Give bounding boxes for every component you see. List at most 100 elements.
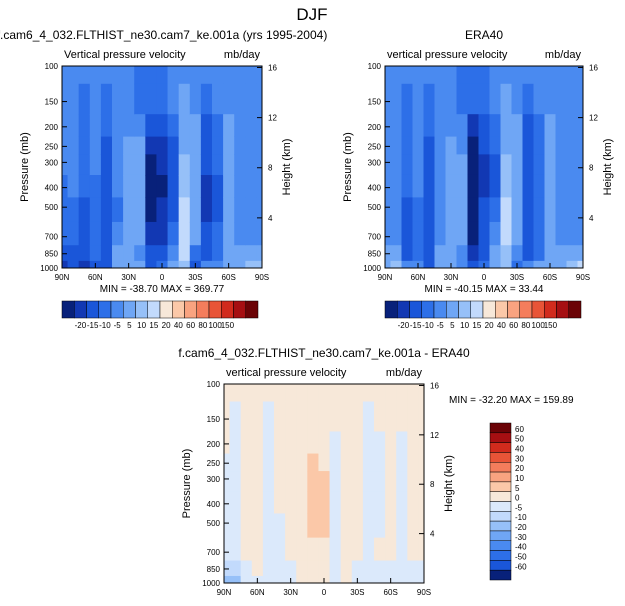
obs-cell — [401, 83, 413, 115]
diff-cell — [318, 431, 331, 455]
obs-cell — [555, 66, 567, 85]
model-cell — [256, 260, 263, 269]
diff-cell — [329, 575, 342, 584]
obs-cell — [489, 66, 501, 85]
diff-cell — [418, 560, 425, 577]
obs-cell — [385, 83, 391, 115]
obs-cell — [577, 221, 584, 246]
diff-cell — [296, 575, 308, 584]
obs-title: ERA40 — [465, 28, 503, 42]
obs-cell — [385, 136, 391, 155]
diff-cell — [374, 513, 386, 539]
diff-cell — [396, 431, 408, 455]
diff-cell — [385, 401, 397, 432]
diff-cell — [362, 537, 375, 562]
diff-cell — [329, 453, 342, 472]
obs-cell — [555, 174, 567, 198]
model-cell — [62, 197, 69, 223]
model-colorbar-box — [208, 300, 222, 319]
obs-cell — [544, 245, 556, 262]
diff-title: f.cam6_4_032.FLTHIST_ne30.cam7_ke.001a -… — [178, 346, 470, 360]
obs-cell — [467, 66, 479, 85]
diff-colorbar-label: 0 — [515, 494, 520, 503]
obs-cell — [390, 197, 402, 223]
obs-cell — [500, 114, 512, 138]
obs-colorbar-box — [421, 300, 435, 319]
diff-cell — [340, 560, 353, 577]
diff-cell — [274, 384, 286, 403]
diff-cell — [407, 401, 419, 432]
model-ylabel: Pressure (mb) — [19, 132, 31, 202]
diff-cell — [251, 471, 264, 492]
obs-cell — [566, 66, 578, 85]
diff-cell — [374, 453, 386, 472]
diff-cell — [329, 431, 342, 455]
model-cell — [156, 245, 169, 262]
model-ytick-label: 150 — [45, 98, 59, 107]
diff-cell — [385, 384, 397, 403]
obs-cell — [390, 114, 402, 138]
obs-colorbar-box — [495, 300, 508, 319]
diff-colorbar-box — [489, 540, 512, 551]
diff-cell — [418, 453, 425, 472]
model-colorbar-box — [184, 300, 197, 319]
model-cell — [112, 197, 124, 223]
diff-colorbar-box — [489, 471, 512, 483]
model-ytick-label: 300 — [45, 158, 59, 167]
diff-cell — [329, 537, 342, 562]
diff-cell — [374, 537, 386, 562]
diff-xtick-label: 60N — [250, 588, 265, 597]
obs-cell — [385, 197, 391, 223]
obs-cell — [489, 136, 501, 155]
obs-colorbar-label: -15 — [410, 321, 422, 330]
model-cell — [67, 136, 80, 155]
obs-cell — [467, 154, 479, 176]
diff-cell — [229, 471, 242, 492]
obs-ytick-label: 700 — [368, 233, 382, 242]
model-cell — [89, 136, 102, 155]
obs-cell — [511, 174, 523, 198]
model-cell — [178, 174, 191, 198]
obs-cell — [423, 260, 435, 269]
obs-cell — [500, 66, 512, 85]
obs-cell — [500, 83, 512, 115]
obs-htick-label: 4 — [589, 214, 594, 223]
diff-cell — [240, 575, 253, 584]
diff-cell — [318, 491, 331, 514]
obs-cell — [533, 221, 545, 246]
diff-cell — [329, 471, 342, 492]
diff-cell — [262, 491, 275, 514]
obs-cell — [511, 221, 523, 246]
diff-cell — [224, 431, 231, 455]
model-stats: MIN = -38.70 MAX = 369.77 — [100, 284, 225, 295]
obs-cell — [412, 136, 424, 155]
model-htick-label: 12 — [268, 114, 277, 123]
model-cell — [178, 260, 191, 269]
obs-colorbar-box — [482, 300, 496, 319]
model-cell — [67, 66, 80, 85]
obs-cell — [467, 197, 479, 223]
model-cell — [245, 83, 257, 115]
obs-cell — [544, 174, 556, 198]
obs-ytick-label: 1000 — [363, 264, 381, 273]
diff-cell — [229, 401, 242, 432]
model-colorbar-box — [159, 300, 173, 319]
obs-cell — [566, 245, 578, 262]
diff-cell — [224, 537, 231, 562]
obs-colorbar-box — [384, 300, 398, 319]
diff-cell — [262, 401, 275, 432]
diff-cell — [224, 401, 231, 432]
obs-cell — [390, 174, 402, 198]
obs-cell — [522, 260, 534, 269]
diff-cell — [285, 560, 297, 577]
diff-cell — [362, 471, 375, 492]
model-right-label: mb/day — [224, 49, 261, 61]
diff-cell — [240, 537, 253, 562]
obs-cell — [467, 245, 479, 262]
obs-ytick-label: 400 — [368, 184, 382, 193]
obs-cell — [434, 245, 446, 262]
diff-cell — [285, 431, 297, 455]
obs-colorbar-label: 5 — [450, 321, 455, 330]
obs-cell — [511, 66, 523, 85]
obs-colorbar-box — [519, 300, 533, 319]
